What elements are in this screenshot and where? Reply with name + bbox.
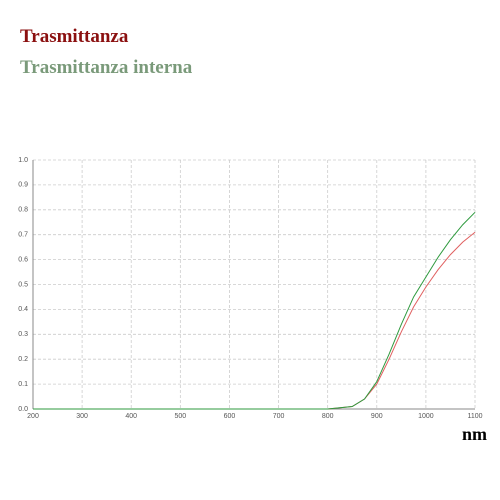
- y-tick-label: 0.7: [18, 232, 28, 239]
- y-tick-label: 0.3: [18, 331, 28, 338]
- x-tick-label: 400: [125, 413, 137, 420]
- series-line: [33, 231, 476, 410]
- legend-entry: Trasmittanza: [20, 26, 129, 47]
- y-tick-label: 0.6: [18, 256, 28, 263]
- y-tick-label: 0.1: [18, 381, 28, 388]
- y-tick-label: 1.0: [18, 157, 28, 164]
- x-tick-label: 300: [76, 413, 88, 420]
- y-tick-label: 0.0: [18, 406, 28, 413]
- x-tick-label: 600: [224, 413, 236, 420]
- x-axis-label: nm: [462, 424, 487, 444]
- x-tick-label: 700: [273, 413, 285, 420]
- x-tick-label: 1000: [418, 413, 434, 420]
- legend-entry: Trasmittanza interna: [20, 57, 193, 78]
- x-tick-label: 200: [27, 413, 39, 420]
- x-tick-label: 800: [322, 413, 334, 420]
- y-tick-label: 0.8: [18, 207, 28, 214]
- x-tick-label: 1100: [467, 413, 482, 420]
- y-tick-label: 0.9: [18, 182, 28, 189]
- x-tick-label: 500: [174, 413, 186, 420]
- y-tick-label: 0.2: [18, 356, 28, 363]
- y-tick-label: 0.5: [18, 281, 28, 288]
- series-line: [33, 211, 476, 410]
- x-tick-label: 900: [371, 413, 383, 420]
- y-tick-label: 0.4: [18, 306, 28, 313]
